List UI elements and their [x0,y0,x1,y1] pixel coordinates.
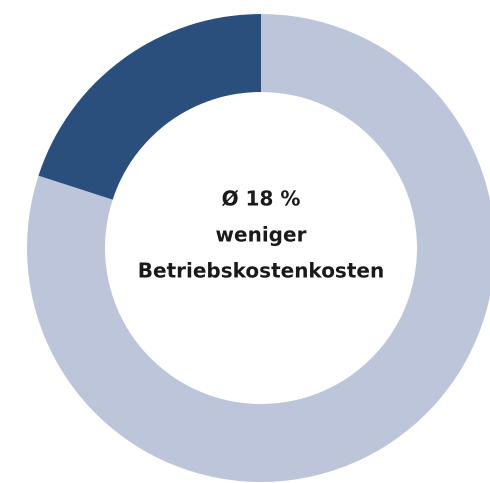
center-label: weniger [216,223,307,247]
donut-segment [27,14,490,482]
donut-segment [38,14,261,200]
center-label: Betriebskostenkosten [138,259,384,283]
center-label: Ø 18 % [222,187,301,211]
